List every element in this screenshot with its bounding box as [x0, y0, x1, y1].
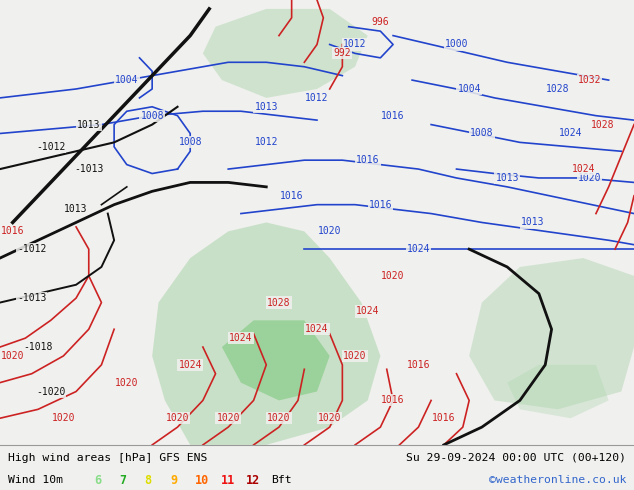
Text: 1016: 1016 — [432, 413, 456, 423]
Text: 1016: 1016 — [381, 111, 405, 121]
Text: 1032: 1032 — [578, 75, 602, 85]
Text: 11: 11 — [221, 473, 235, 487]
Text: 1020: 1020 — [318, 226, 342, 236]
Text: 1020: 1020 — [267, 413, 291, 423]
Text: 1024: 1024 — [229, 333, 253, 343]
Text: 1020: 1020 — [381, 271, 405, 281]
Text: 7: 7 — [119, 473, 126, 487]
Text: Bft: Bft — [271, 475, 292, 485]
Text: 1013: 1013 — [77, 120, 101, 129]
Text: 1028: 1028 — [590, 120, 614, 129]
Text: 1013: 1013 — [495, 173, 519, 183]
Text: 1024: 1024 — [178, 360, 202, 370]
Text: 1024: 1024 — [406, 244, 430, 254]
Text: 1012: 1012 — [254, 137, 278, 147]
Text: 1013: 1013 — [521, 218, 545, 227]
Text: 1016: 1016 — [356, 155, 380, 165]
Text: 1020: 1020 — [578, 173, 602, 183]
Text: 1020: 1020 — [343, 351, 367, 361]
Text: 992: 992 — [333, 49, 351, 58]
Text: 1024: 1024 — [559, 128, 583, 139]
Text: 1004: 1004 — [457, 84, 481, 94]
Text: 1020: 1020 — [51, 413, 75, 423]
Text: 996: 996 — [372, 17, 389, 27]
Text: -1012: -1012 — [36, 142, 65, 152]
Text: 1016: 1016 — [381, 395, 405, 405]
Text: 1008: 1008 — [178, 137, 202, 147]
Text: 8: 8 — [145, 473, 152, 487]
Text: 10: 10 — [195, 473, 209, 487]
Text: 1016: 1016 — [406, 360, 430, 370]
Text: 1024: 1024 — [571, 164, 595, 174]
Text: 9: 9 — [170, 473, 177, 487]
Text: ©weatheronline.co.uk: ©weatheronline.co.uk — [489, 475, 626, 485]
Text: 1016: 1016 — [280, 191, 304, 201]
Text: High wind areas [hPa] GFS ENS: High wind areas [hPa] GFS ENS — [8, 453, 207, 463]
Text: 1024: 1024 — [356, 306, 380, 317]
Text: 1012: 1012 — [343, 40, 367, 49]
Text: 1008: 1008 — [140, 111, 164, 121]
Text: 12: 12 — [246, 473, 260, 487]
Polygon shape — [507, 365, 609, 418]
Text: 1000: 1000 — [444, 40, 469, 49]
Text: 1016: 1016 — [368, 199, 392, 210]
Polygon shape — [469, 258, 634, 409]
Text: 1020: 1020 — [318, 413, 342, 423]
Polygon shape — [203, 9, 368, 98]
Text: -1013: -1013 — [74, 164, 103, 174]
Text: 1013: 1013 — [254, 102, 278, 112]
Text: 1012: 1012 — [305, 93, 329, 103]
Text: 1020: 1020 — [1, 351, 25, 361]
Text: 1008: 1008 — [470, 128, 494, 139]
Text: 1020: 1020 — [115, 378, 139, 388]
Text: -1020: -1020 — [36, 387, 65, 396]
Polygon shape — [222, 320, 330, 400]
Text: -1018: -1018 — [23, 342, 53, 352]
Text: 1028: 1028 — [267, 297, 291, 308]
Text: 1013: 1013 — [64, 204, 88, 214]
Text: 1028: 1028 — [546, 84, 570, 94]
Text: -1013: -1013 — [17, 293, 46, 303]
Text: 1020: 1020 — [165, 413, 190, 423]
Polygon shape — [152, 222, 380, 445]
Text: Su 29-09-2024 00:00 UTC (00+120): Su 29-09-2024 00:00 UTC (00+120) — [406, 453, 626, 463]
Text: 1020: 1020 — [216, 413, 240, 423]
Text: Wind 10m: Wind 10m — [8, 475, 63, 485]
Text: 1016: 1016 — [1, 226, 25, 236]
Text: 1004: 1004 — [115, 75, 139, 85]
Text: 1024: 1024 — [305, 324, 329, 334]
Text: -1012: -1012 — [17, 244, 46, 254]
Text: 6: 6 — [94, 473, 101, 487]
